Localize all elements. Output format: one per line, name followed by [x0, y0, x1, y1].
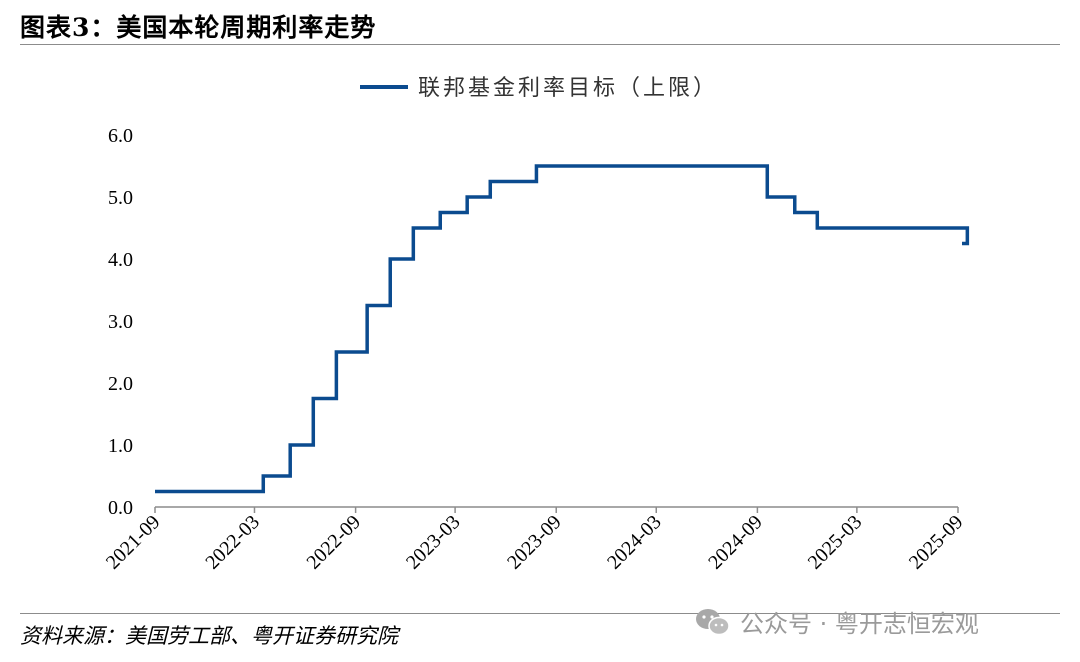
y-tick-label: 5.0 — [108, 187, 133, 209]
y-tick-label: 0.0 — [108, 497, 133, 519]
x-tick-label: 2024-09 — [704, 511, 767, 574]
legend: 联邦基金利率目标（上限） — [360, 76, 718, 101]
series-layer — [155, 164, 970, 494]
x-tick-label: 2022-03 — [201, 511, 264, 574]
x-tick-label: 2023-03 — [402, 511, 465, 574]
bottom-divider — [20, 613, 1060, 614]
x-tick-label: 2024-03 — [603, 511, 666, 574]
x-axis: 2021-09 2022-03 2022-09 2023-03 2023-09 2024-… — [102, 506, 968, 574]
y-tick-label: 4.0 — [108, 249, 133, 271]
source-note: 资料来源：美国劳工部、粤开证券研究院 — [20, 624, 398, 648]
x-tick-label: 2025-09 — [905, 511, 968, 574]
y-tick-label: 1.0 — [108, 435, 133, 457]
watermark: 公众号 · 粤开志恒宏观 — [694, 604, 979, 639]
x-tick-label: 2021-09 — [102, 511, 165, 574]
top-divider — [20, 44, 1060, 45]
y-tick-label: 2.0 — [108, 373, 133, 395]
y-tick-label: 3.0 — [108, 311, 133, 333]
legend-label: 联邦基金利率目标（上限） — [418, 76, 718, 101]
x-tick-label: 2025-03 — [804, 511, 867, 574]
x-tick-label: 2023-09 — [503, 511, 566, 574]
y-tick-label: 6.0 — [108, 125, 133, 147]
watermark-text: 公众号 · 粤开志恒宏观 — [740, 610, 979, 638]
wechat-icon — [696, 608, 730, 635]
chart-title: 图表3：美国本轮周期利率走势 — [20, 13, 377, 42]
x-tick-label: 2022-09 — [302, 511, 365, 574]
series-line — [155, 164, 970, 494]
y-axis: 0.0 1.0 2.0 3.0 4.0 5.0 6.0 — [108, 125, 133, 519]
